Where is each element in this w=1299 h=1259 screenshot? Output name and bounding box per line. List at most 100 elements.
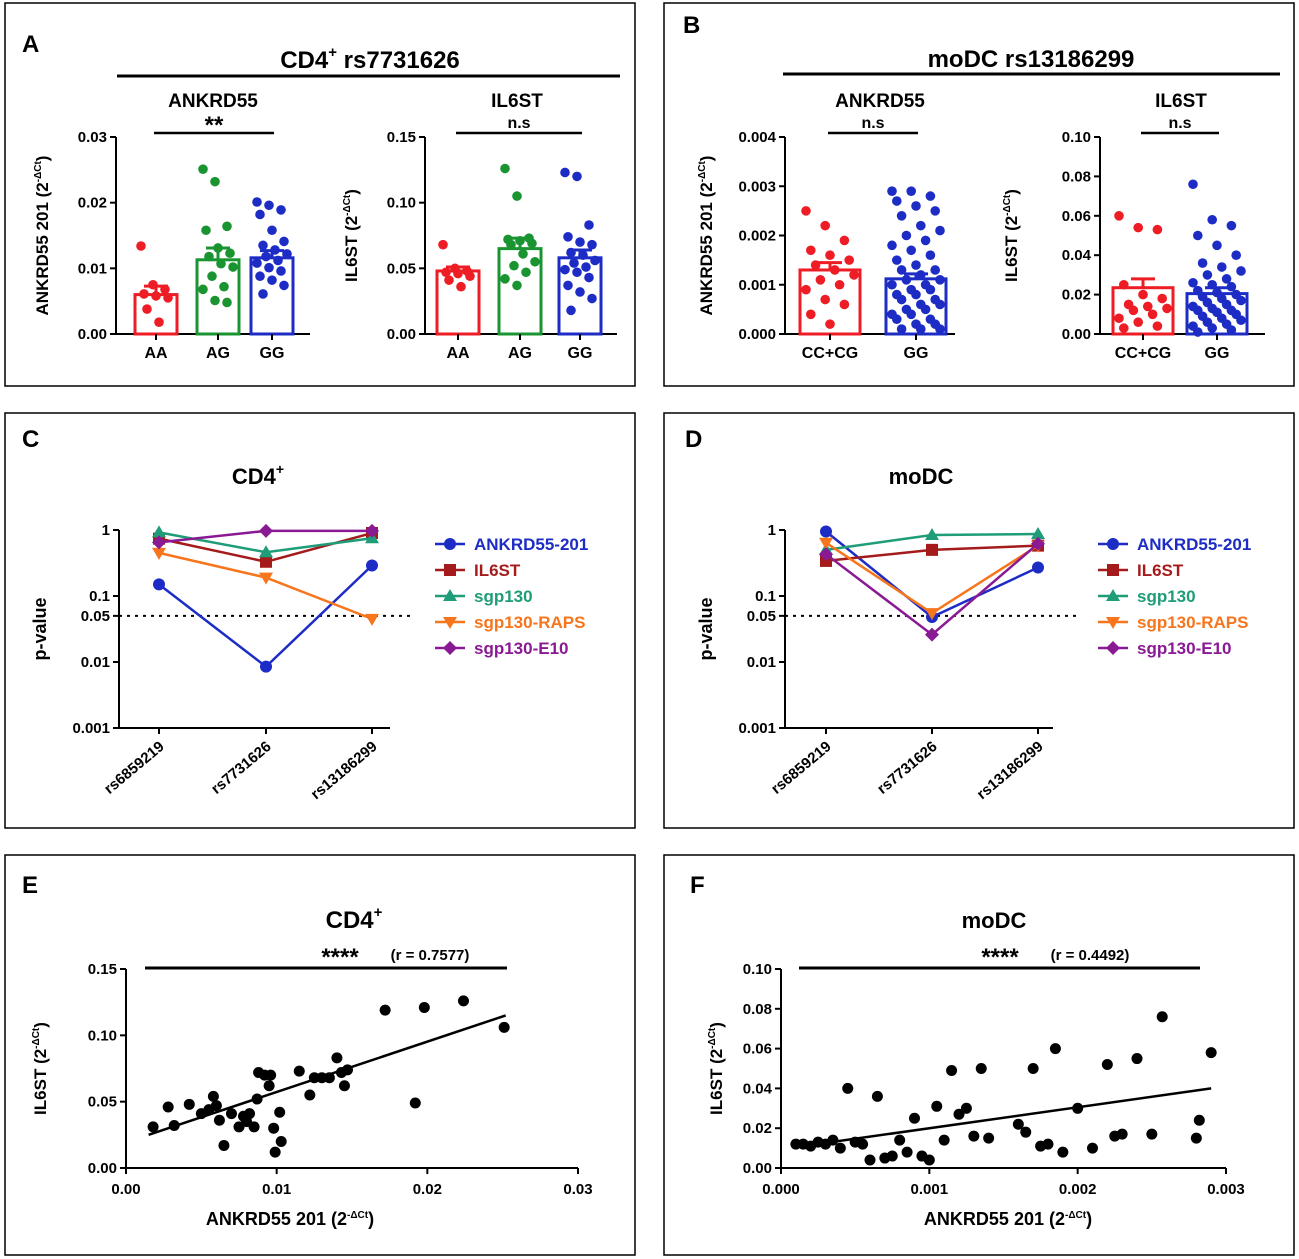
series-marker (819, 547, 833, 562)
data-point (219, 281, 229, 292)
y-tick-label: 0.00 (88, 1160, 117, 1177)
panel-f-frame (663, 854, 1295, 1256)
data-point (901, 1146, 913, 1158)
data-point (270, 245, 280, 255)
legend-label: sgp130 (1137, 587, 1196, 606)
panel-letter-c: C (22, 426, 39, 453)
y-tick-label: 0.05 (387, 260, 416, 277)
data-point (1042, 1138, 1054, 1150)
panel-e-title-sup: + (374, 904, 383, 921)
x-tick-label: 0.00 (111, 1181, 140, 1198)
series-marker (926, 543, 938, 556)
category-label: rs6859219 (101, 738, 168, 798)
data-point (953, 1108, 965, 1120)
data-point (279, 280, 289, 291)
data-point (1188, 277, 1198, 288)
x-tick-label: 0.02 (413, 1181, 442, 1198)
series-marker (925, 627, 939, 642)
data-point (911, 201, 921, 211)
data-point (1217, 262, 1227, 272)
legend-marker (1107, 538, 1119, 550)
y-tick-label: 0.10 (88, 1027, 117, 1044)
data-point (1236, 315, 1246, 326)
legend-marker (1106, 641, 1120, 655)
x-axis-label: ANKRD55 201 (2-ΔCt) (206, 1209, 374, 1229)
data-point (946, 1064, 958, 1076)
y-axis-label-main: ANKRD55 201 (2 (697, 182, 716, 315)
category-label: rs13186299 (308, 738, 381, 803)
legend-label: sgp130 (474, 587, 533, 606)
data-point (500, 163, 510, 174)
data-point (222, 297, 232, 308)
data-point (273, 255, 283, 266)
data-point (1190, 1132, 1202, 1144)
data-point (338, 1080, 350, 1092)
data-point (1020, 1126, 1032, 1138)
data-point (563, 232, 573, 242)
data-point (844, 255, 854, 265)
legend-marker (443, 641, 457, 655)
panel-a-header-rest: rs7731626 (337, 47, 460, 74)
panel-a-header-sup: + (328, 44, 337, 61)
panel-letter-f: F (690, 872, 705, 899)
panel-letter-d: D (685, 426, 702, 453)
panel-a-header: CD4+ rs7731626 (280, 44, 460, 74)
data-point (258, 289, 268, 299)
data-point (1202, 270, 1213, 280)
data-point (935, 225, 945, 236)
data-point (213, 243, 223, 253)
legend-marker (1106, 617, 1120, 629)
data-point (456, 281, 466, 292)
data-point (267, 275, 277, 285)
data-point (1147, 309, 1158, 320)
data-point (925, 284, 936, 295)
data-point (148, 279, 158, 290)
data-point (255, 209, 265, 220)
data-point (1101, 1059, 1113, 1071)
y-axis-label: IL6ST (2-ΔCt) (707, 1022, 726, 1115)
panel-e-frame (4, 854, 636, 1256)
panel-c-frame (4, 412, 636, 829)
data-point (1207, 323, 1217, 333)
data-point (1226, 220, 1237, 231)
y-tick-label: 0.1 (755, 588, 776, 605)
y-tick-label: 0.01 (78, 260, 107, 277)
data-point (216, 258, 226, 269)
data-point (438, 239, 448, 250)
data-point (518, 249, 528, 259)
y-axis-label-end: ) (697, 156, 716, 162)
y-axis-label-sup: -ΔCt (33, 161, 44, 183)
y-tick-label: 0.02 (78, 195, 107, 212)
panel-d-frame (663, 412, 1295, 829)
y-tick-label: 0.01 (747, 654, 776, 671)
data-point (498, 1021, 510, 1033)
category-label: GG (1205, 345, 1230, 362)
data-point (801, 206, 811, 216)
data-point (244, 1108, 256, 1120)
category-label: AA (144, 345, 168, 362)
data-point (575, 237, 585, 247)
data-point (830, 265, 840, 275)
data-point (251, 1093, 263, 1105)
panel-f-title: moDC (962, 908, 1027, 933)
data-point (806, 309, 816, 320)
data-point (842, 1082, 854, 1094)
y-tick-label: 0.02 (1062, 287, 1091, 304)
data-point (142, 304, 152, 314)
data-point (587, 239, 597, 250)
data-point (839, 299, 850, 310)
y-tick-label: 0.001 (738, 277, 776, 294)
category-label: rs7731626 (208, 738, 275, 798)
data-point (1205, 1047, 1217, 1059)
data-point (938, 1134, 950, 1146)
data-point (815, 275, 826, 285)
y-axis-label: p-value (30, 597, 50, 660)
data-point (409, 1097, 421, 1109)
panel-e-title-main: CD4 (326, 907, 375, 934)
data-point (572, 267, 582, 278)
y-axis-label-end: ) (33, 156, 52, 162)
data-point (163, 293, 173, 303)
legend-label: sgp130-E10 (1137, 639, 1232, 658)
data-point (925, 250, 936, 260)
